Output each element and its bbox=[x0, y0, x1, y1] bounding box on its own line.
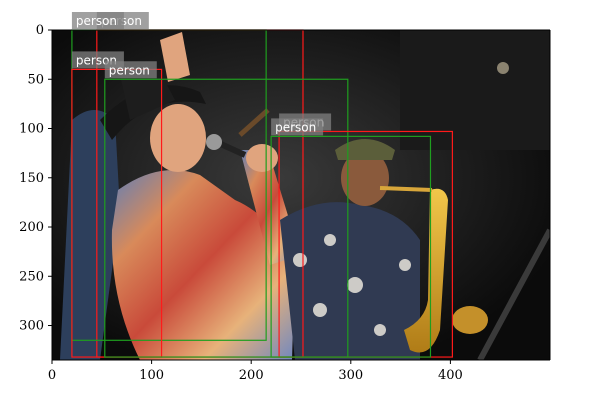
y-tick-label: 200 bbox=[19, 220, 44, 235]
photo bbox=[52, 30, 550, 360]
x-axis-ticks: 0 100 200 300 400 bbox=[48, 360, 463, 383]
detection-label-bg bbox=[71, 12, 124, 29]
axes bbox=[51, 29, 551, 361]
detection-label: person bbox=[76, 14, 117, 28]
x-tick-label: 100 bbox=[139, 368, 164, 383]
y-tick-label: 0 bbox=[36, 23, 44, 38]
y-axis-ticks: 0 50 100 150 200 250 300 bbox=[19, 23, 52, 334]
detection-box bbox=[104, 78, 349, 358]
x-tick-label: 300 bbox=[338, 368, 363, 383]
x-tick-label: 200 bbox=[239, 368, 264, 383]
y-tick-label: 300 bbox=[19, 319, 44, 334]
detection-label-bg bbox=[104, 61, 157, 79]
y-tick-label: 100 bbox=[19, 122, 44, 137]
detection-label: person bbox=[109, 63, 150, 77]
x-tick-label: 400 bbox=[438, 368, 463, 383]
y-tick-label: 150 bbox=[19, 171, 44, 186]
detection-label-bg bbox=[271, 118, 324, 136]
detection-box bbox=[270, 135, 432, 358]
y-tick-label: 50 bbox=[27, 72, 44, 87]
detection-boxes: personpersonpersonpersonpersonperson bbox=[71, 12, 453, 358]
x-tick-label: 0 bbox=[48, 368, 56, 383]
detection-label: person bbox=[275, 120, 316, 134]
y-tick-label: 250 bbox=[19, 269, 44, 284]
